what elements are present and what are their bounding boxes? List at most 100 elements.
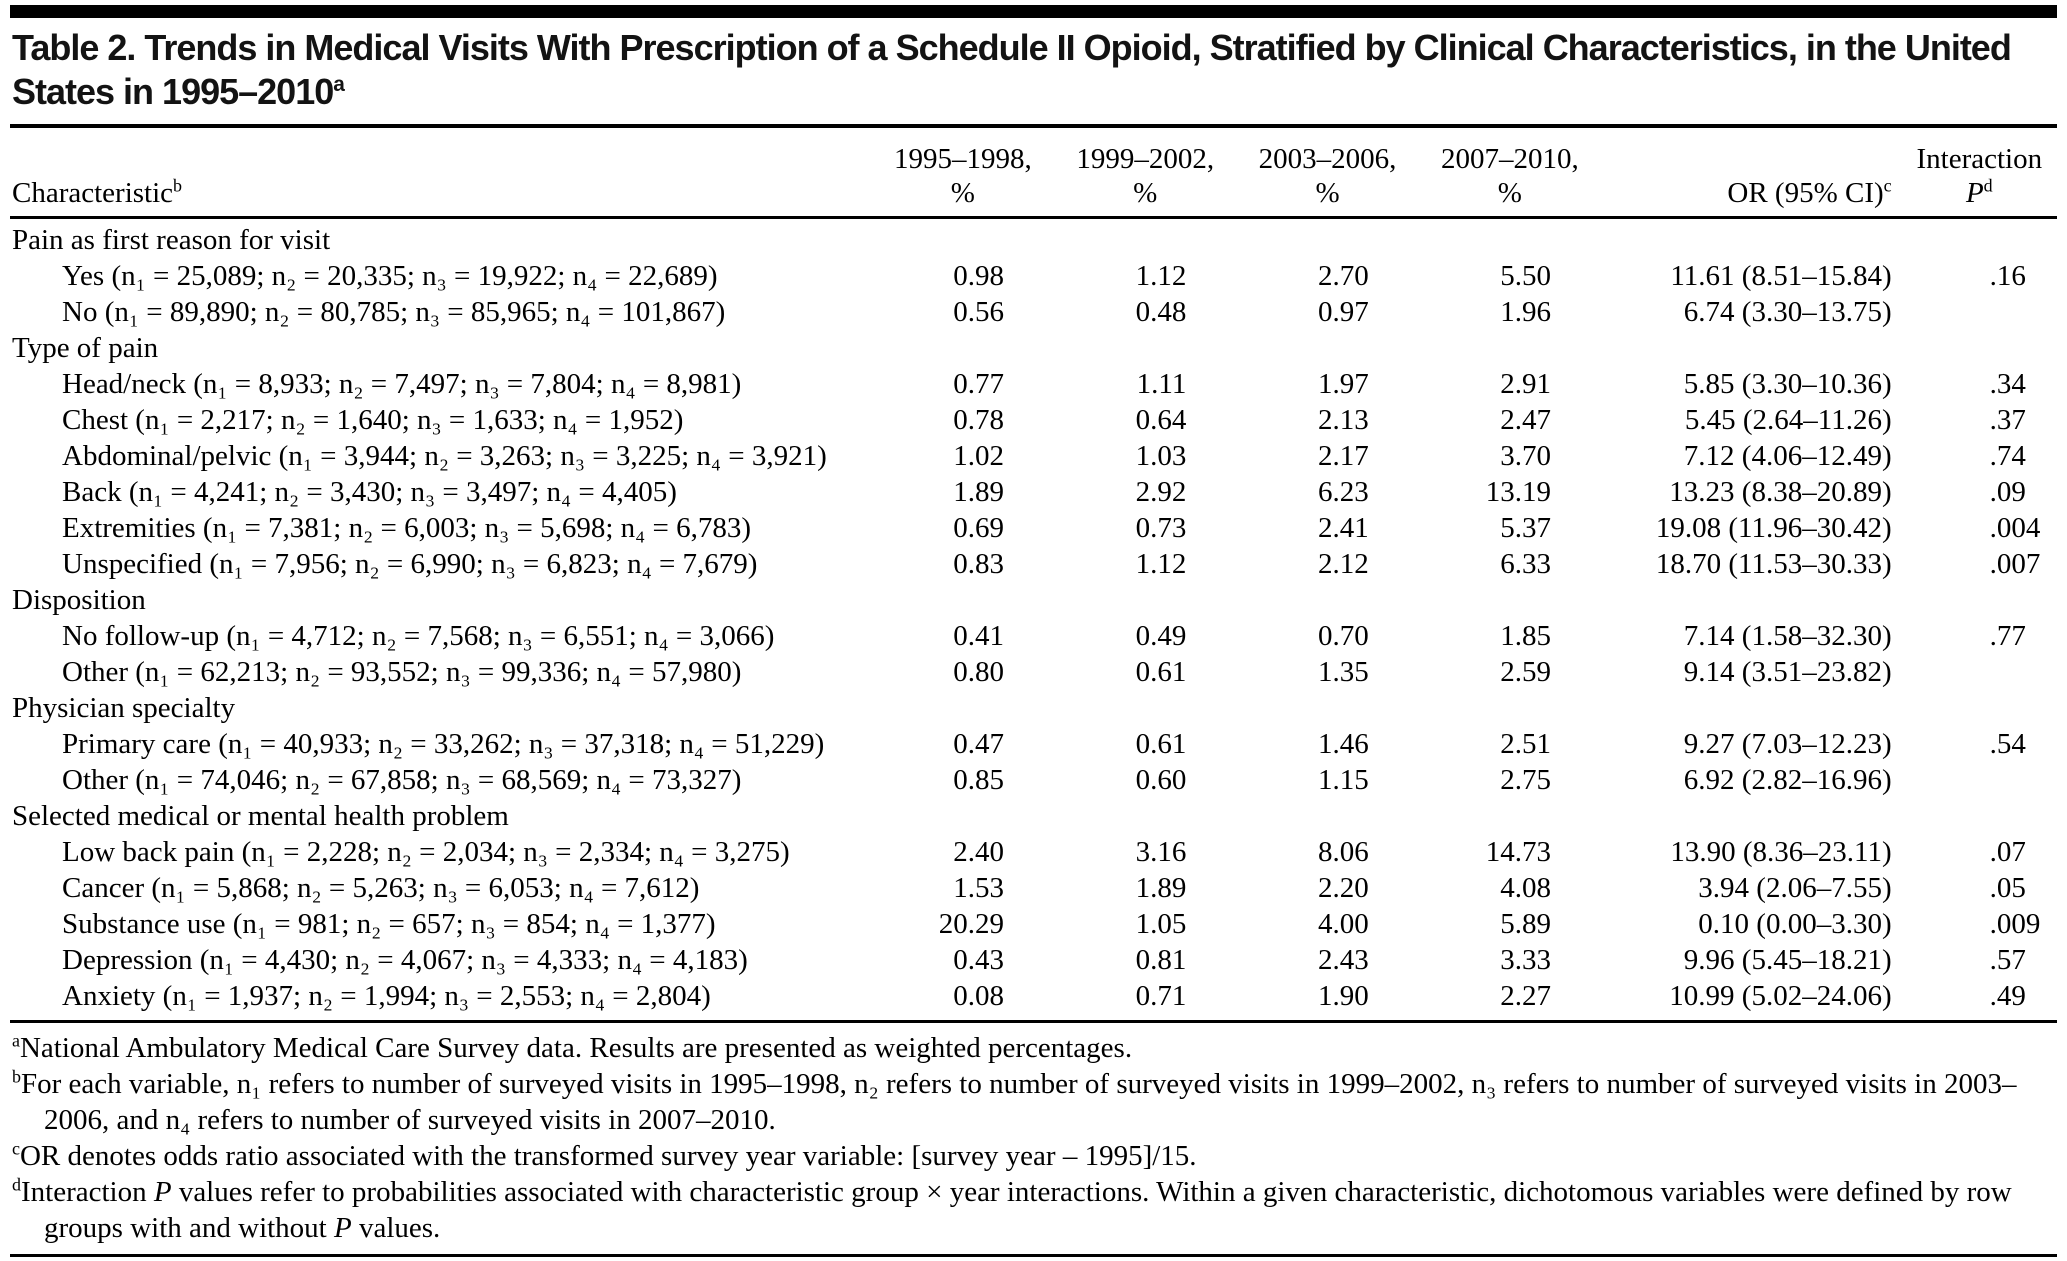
header-row: Characteristicb 1995–1998, % 1999–2002, …	[10, 128, 2057, 219]
table-row: Other (n₁ = 62,213; n₂ = 93,552; n₃ = 99…	[10, 655, 2057, 691]
footnote-marker: b	[12, 1066, 21, 1087]
table-body: Pain as first reason for visit Yes (n₁ = …	[10, 218, 2057, 1023]
footnote-text: values.	[351, 1212, 441, 1244]
top-rule-bar	[10, 5, 2057, 18]
pct-1995-1998: 0.43	[953, 944, 1005, 976]
interaction-p-value	[1902, 763, 2057, 799]
pct-2003-2006: 2.20	[1317, 872, 1369, 904]
odds-ratio-ci: 3.94 (2.06–7.55)	[1698, 872, 1892, 904]
pct-2003-2006: 1.15	[1317, 764, 1369, 796]
section-header: Selected medical or mental health proble…	[12, 800, 509, 832]
or-label: OR (95% CI)	[1727, 177, 1884, 209]
pct-2007-2010: 4.08	[1500, 872, 1552, 904]
odds-ratio-ci: 6.74 (3.30–13.75)	[1683, 296, 1892, 328]
pct-1999-2002: 0.49	[1135, 620, 1187, 652]
odds-ratio-ci: 5.85 (3.30–10.36)	[1683, 368, 1892, 400]
italic-p-symbol: P	[153, 1176, 172, 1208]
pct-2007-2010: 2.51	[1500, 728, 1552, 760]
footnote-a: aNational Ambulatory Medical Care Survey…	[12, 1030, 2055, 1066]
pct-2003-2006: 1.97	[1317, 368, 1369, 400]
section-header-row: Disposition	[10, 583, 2057, 619]
pct-2007-2010: 3.33	[1500, 944, 1552, 976]
row-label: Primary care (n₁ = 40,933; n₂ = 33,262; …	[62, 728, 825, 760]
table-row: Yes (n₁ = 25,089; n₂ = 20,335; n₃ = 19,9…	[10, 259, 2057, 295]
interaction-p-value	[1902, 655, 2057, 691]
pct-1995-1998: 0.77	[953, 368, 1005, 400]
pct-1995-1998: 1.02	[953, 440, 1005, 472]
pct-2003-2006: 2.13	[1317, 404, 1369, 436]
table-row: Abdominal/pelvic (n₁ = 3,944; n₂ = 3,263…	[10, 439, 2057, 475]
pct-1995-1998: 1.89	[953, 476, 1005, 508]
pct-2007-2010: 2.91	[1500, 368, 1552, 400]
table-row: Primary care (n₁ = 40,933; n₂ = 33,262; …	[10, 727, 2057, 763]
pct-1995-1998: 1.53	[953, 872, 1005, 904]
odds-ratio-ci: 19.08 (11.96–30.42)	[1655, 512, 1892, 544]
pct-2003-2006: 0.97	[1317, 296, 1369, 328]
column-header-or-ci: OR (95% CI)c	[1601, 128, 1902, 219]
pct-2003-2006: 8.06	[1317, 836, 1369, 868]
table-row: No (n₁ = 89,890; n₂ = 80,785; n₃ = 85,96…	[10, 295, 2057, 331]
odds-ratio-ci: 10.99 (5.02–24.06)	[1601, 978, 1902, 1023]
interaction-p-value: .54	[1989, 728, 2026, 760]
pct-1995-1998: 0.41	[953, 620, 1005, 652]
section-header-row: Pain as first reason for visit	[10, 218, 2057, 259]
pct-1999-2002: 2.92	[1135, 476, 1187, 508]
footnote-marker: a	[12, 1030, 20, 1051]
row-label: Unspecified (n₁ = 7,956; n₂ = 6,990; n₃ …	[62, 548, 758, 580]
pct-1999-2002: 1.05	[1135, 908, 1187, 940]
odds-ratio-ci: 6.92 (2.82–16.96)	[1683, 764, 1892, 796]
pct-2007-2010: 1.85	[1500, 620, 1552, 652]
pct-2003-2006: 2.17	[1317, 440, 1369, 472]
odds-ratio-ci: 13.23 (8.38–20.89)	[1669, 476, 1892, 508]
pct-2007-2010: 13.19	[1485, 476, 1552, 508]
pct-2007-2010: 1.96	[1500, 296, 1552, 328]
or-footnote-marker: c	[1883, 175, 1892, 196]
odds-ratio-ci: 0.10 (0.00–3.30)	[1698, 908, 1892, 940]
pct-1999-2002: 0.61	[1135, 656, 1187, 688]
interaction-p-value: .37	[1989, 404, 2026, 436]
title-footnote-marker: a	[333, 73, 345, 96]
pct-1995-1998: 0.98	[953, 260, 1005, 292]
odds-ratio-ci: 7.12 (4.06–12.49)	[1683, 440, 1892, 472]
row-label: Other (n₁ = 74,046; n₂ = 67,858; n₃ = 68…	[62, 764, 742, 796]
table-row: Depression (n₁ = 4,430; n₂ = 4,067; n₃ =…	[10, 943, 2057, 979]
interaction-p-value: .009	[1989, 908, 2041, 940]
footnote-d: dInteraction P values refer to probabili…	[12, 1174, 2055, 1246]
footnote-text: Interaction	[20, 1176, 154, 1208]
column-header-interaction-p: Interaction Pd	[1901, 128, 2057, 219]
row-label: Depression (n₁ = 4,430; n₂ = 4,067; n₃ =…	[62, 944, 748, 976]
interaction-p-value: .57	[1989, 944, 2026, 976]
pct-1995-1998: 0.80	[953, 656, 1005, 688]
interaction-p-value: .09	[1989, 476, 2026, 508]
odds-ratio-ci: 13.90 (8.36–23.11)	[1670, 836, 1892, 868]
row-label: Other (n₁ = 62,213; n₂ = 93,552; n₃ = 99…	[62, 656, 742, 688]
percent-sign: %	[950, 177, 975, 209]
pct-1995-1998: 0.85	[953, 764, 1005, 796]
pct-2007-2010: 2.27	[1418, 978, 1602, 1023]
data-table: Characteristicb 1995–1998, % 1999–2002, …	[10, 128, 2057, 1023]
interaction-p-value: .49	[1901, 978, 2057, 1023]
column-header-characteristic: Characteristicb	[10, 128, 872, 219]
column-header-period-1999-2002: 1999–2002, %	[1054, 128, 1237, 219]
pct-2007-2010: 14.73	[1485, 836, 1552, 868]
odds-ratio-ci: 9.14 (3.51–23.82)	[1683, 656, 1892, 688]
page-title: Table 2. Trends in Medical Visits With P…	[10, 18, 2057, 128]
row-label: Chest (n₁ = 2,217; n₂ = 1,640; n₃ = 1,63…	[62, 404, 684, 436]
pct-2007-2010: 5.50	[1500, 260, 1552, 292]
section-header: Disposition	[12, 584, 146, 616]
pct-1995-1998: 0.78	[953, 404, 1005, 436]
section-header: Physician specialty	[12, 692, 236, 724]
percent-sign: %	[1315, 177, 1340, 209]
table-row: Head/neck (n₁ = 8,933; n₂ = 7,497; n₃ = …	[10, 367, 2057, 403]
odds-ratio-ci: 7.14 (1.58–32.30)	[1683, 620, 1892, 652]
period-range: 2003–2006,	[1258, 143, 1397, 175]
pct-2003-2006: 2.70	[1317, 260, 1369, 292]
interaction-p-value: .74	[1989, 440, 2026, 472]
odds-ratio-ci: 18.70 (11.53–30.33)	[1655, 548, 1892, 580]
odds-ratio-ci: 9.27 (7.03–12.23)	[1683, 728, 1892, 760]
column-header-period-2007-2010: 2007–2010, %	[1418, 128, 1602, 219]
pct-2003-2006: 6.23	[1317, 476, 1369, 508]
pct-2003-2006: 1.46	[1317, 728, 1369, 760]
interaction-p-value: .007	[1989, 548, 2041, 580]
pct-1995-1998: 0.83	[953, 548, 1005, 580]
